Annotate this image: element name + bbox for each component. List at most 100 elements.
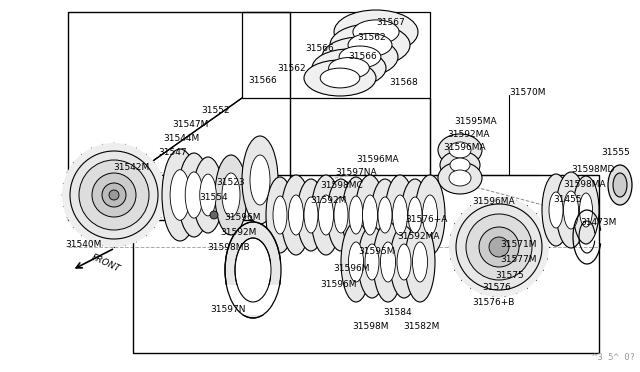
Ellipse shape xyxy=(349,196,363,234)
Bar xyxy=(133,175,599,353)
Ellipse shape xyxy=(242,136,278,224)
Text: 31562: 31562 xyxy=(357,33,386,42)
Text: 31596M: 31596M xyxy=(320,280,356,289)
Ellipse shape xyxy=(70,151,158,239)
Text: 31566: 31566 xyxy=(305,44,333,53)
Ellipse shape xyxy=(378,197,392,233)
Ellipse shape xyxy=(289,195,303,235)
Text: 31598MB: 31598MB xyxy=(207,243,250,252)
Text: 31554: 31554 xyxy=(199,193,228,202)
Ellipse shape xyxy=(102,183,126,207)
Text: 31567: 31567 xyxy=(376,18,404,27)
Ellipse shape xyxy=(579,193,593,227)
Ellipse shape xyxy=(330,24,410,66)
Text: 31540M: 31540M xyxy=(65,240,101,249)
Text: ^3 5^ 0? 7: ^3 5^ 0? 7 xyxy=(592,353,640,362)
Ellipse shape xyxy=(390,226,418,298)
Ellipse shape xyxy=(342,177,370,253)
Text: 31570M: 31570M xyxy=(509,88,545,97)
Text: 31576+B: 31576+B xyxy=(472,298,515,307)
Text: 31547M: 31547M xyxy=(172,120,209,129)
Bar xyxy=(225,285,281,315)
Text: 31562: 31562 xyxy=(277,64,306,73)
Ellipse shape xyxy=(162,149,198,241)
Ellipse shape xyxy=(304,197,318,233)
Text: 31598MD: 31598MD xyxy=(571,165,614,174)
Ellipse shape xyxy=(334,10,418,54)
Text: 31595M: 31595M xyxy=(358,247,394,256)
Ellipse shape xyxy=(371,179,399,251)
Ellipse shape xyxy=(266,177,294,253)
Ellipse shape xyxy=(304,60,376,96)
Text: 31584: 31584 xyxy=(383,308,412,317)
Text: 31523: 31523 xyxy=(216,178,244,187)
Ellipse shape xyxy=(92,173,136,217)
Ellipse shape xyxy=(322,37,398,77)
Ellipse shape xyxy=(563,191,579,229)
Ellipse shape xyxy=(608,165,632,205)
Text: FRONT: FRONT xyxy=(90,253,122,273)
Text: 31592MA: 31592MA xyxy=(397,232,440,241)
Ellipse shape xyxy=(341,222,371,302)
Ellipse shape xyxy=(358,226,386,298)
Text: 31473M: 31473M xyxy=(580,218,616,227)
Ellipse shape xyxy=(235,238,271,302)
Text: 31576: 31576 xyxy=(482,283,511,292)
Ellipse shape xyxy=(329,58,369,78)
Ellipse shape xyxy=(438,162,482,194)
Ellipse shape xyxy=(542,174,570,246)
Text: 31592M: 31592M xyxy=(220,228,257,237)
Ellipse shape xyxy=(297,179,325,251)
Ellipse shape xyxy=(79,160,149,230)
Text: 31566: 31566 xyxy=(248,76,276,85)
Ellipse shape xyxy=(327,179,355,251)
Text: 31568: 31568 xyxy=(389,78,418,87)
Text: 31582M: 31582M xyxy=(403,322,440,331)
Ellipse shape xyxy=(353,20,399,44)
Ellipse shape xyxy=(348,33,392,57)
Ellipse shape xyxy=(450,158,470,172)
Text: 31596MA: 31596MA xyxy=(356,155,399,164)
Text: 31597N: 31597N xyxy=(210,305,246,314)
Text: 31575: 31575 xyxy=(495,271,524,280)
Ellipse shape xyxy=(109,190,119,200)
Ellipse shape xyxy=(185,172,203,218)
Ellipse shape xyxy=(355,175,385,255)
Ellipse shape xyxy=(339,46,381,68)
Ellipse shape xyxy=(225,222,281,318)
Ellipse shape xyxy=(397,244,411,280)
Text: 31597NA: 31597NA xyxy=(335,168,376,177)
Bar xyxy=(68,12,290,220)
Ellipse shape xyxy=(381,242,396,282)
Ellipse shape xyxy=(401,179,429,251)
Ellipse shape xyxy=(392,195,408,235)
Text: 31542M: 31542M xyxy=(113,163,149,172)
Text: 31598MC: 31598MC xyxy=(320,181,363,190)
Ellipse shape xyxy=(170,170,190,220)
Text: 31596MA: 31596MA xyxy=(443,143,486,152)
Ellipse shape xyxy=(210,211,218,219)
Ellipse shape xyxy=(466,214,532,280)
Ellipse shape xyxy=(362,195,378,235)
Ellipse shape xyxy=(178,153,210,237)
Ellipse shape xyxy=(250,155,270,205)
Ellipse shape xyxy=(200,174,216,216)
Text: 31577M: 31577M xyxy=(500,255,536,264)
Ellipse shape xyxy=(349,242,364,282)
Ellipse shape xyxy=(479,227,519,267)
Ellipse shape xyxy=(456,204,542,290)
Ellipse shape xyxy=(334,197,348,233)
Ellipse shape xyxy=(449,197,549,297)
Ellipse shape xyxy=(311,175,341,255)
Ellipse shape xyxy=(408,197,422,233)
Text: 31592M: 31592M xyxy=(310,196,346,205)
Ellipse shape xyxy=(319,195,333,235)
Ellipse shape xyxy=(193,157,223,233)
Ellipse shape xyxy=(556,172,586,248)
Text: 31455: 31455 xyxy=(553,195,582,204)
Ellipse shape xyxy=(320,68,360,88)
Ellipse shape xyxy=(573,176,599,244)
Text: 31596MA: 31596MA xyxy=(472,197,515,206)
Text: 31598M: 31598M xyxy=(352,322,388,331)
Ellipse shape xyxy=(422,195,438,235)
